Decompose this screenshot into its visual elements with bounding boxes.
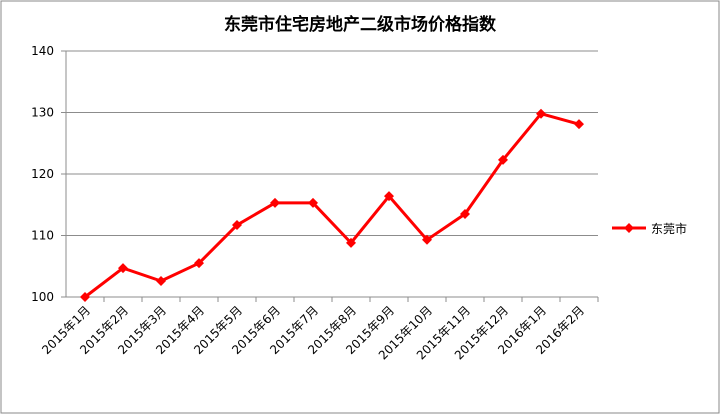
y-tick-label: 100 (31, 290, 54, 304)
chart-title: 东莞市住宅房地产二级市场价格指数 (224, 14, 497, 35)
series-line (84, 112, 580, 299)
series-marker (498, 154, 508, 165)
y-tick-label: 120 (31, 167, 54, 181)
y-tick-label: 130 (31, 106, 54, 120)
legend-label: 东莞市 (651, 221, 687, 236)
series-marker (574, 119, 584, 130)
series-marker (384, 191, 394, 202)
series-marker (308, 197, 318, 208)
series-marker (80, 292, 90, 302)
series-marker (232, 220, 242, 231)
series-marker (460, 208, 470, 219)
series-marker (270, 197, 280, 208)
series-marker (346, 237, 356, 248)
series-marker (536, 108, 546, 119)
series-marker (194, 258, 204, 269)
series-marker (156, 276, 166, 287)
series-marker (422, 234, 432, 245)
y-tick-label: 110 (31, 229, 54, 243)
series-marker (118, 263, 128, 274)
legend-marker (624, 223, 634, 233)
y-tick-label: 140 (31, 44, 54, 58)
